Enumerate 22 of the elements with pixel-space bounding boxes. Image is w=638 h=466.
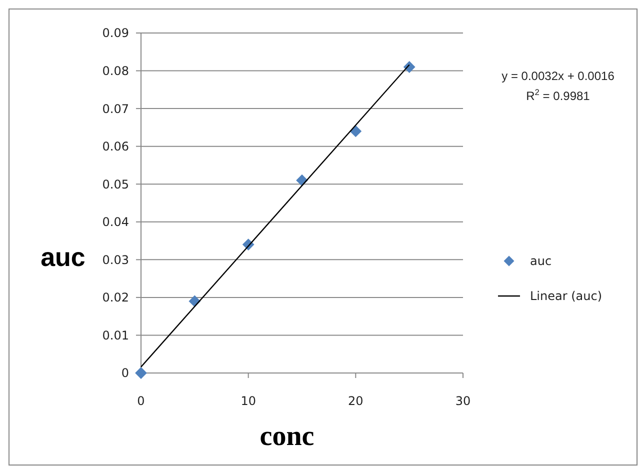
y-tick-label: 0 [121,366,129,380]
x-axis-title: conc [260,421,314,452]
x-tick-label: 20 [348,394,364,408]
y-tick-label: 0.05 [102,177,129,192]
point [403,61,416,73]
y-axis-title: auc [40,242,86,272]
x-tick-label: 0 [137,394,145,408]
y-tick-label: 0.09 [102,26,129,40]
text: y = 0.0032x + 0.0016 [502,69,615,83]
y-tick-label: 0.03 [102,252,129,267]
point [135,367,147,379]
text: R$^{2}$ = 0.9981 [526,87,590,103]
y-tick-label: 0.07 [102,102,129,116]
y-tick-label: 0.02 [102,290,129,305]
y-tick-label: 0.04 [102,215,129,230]
x-tick-label: 30 [455,394,471,408]
legend-label: auc [530,254,552,268]
legend-label: Linear (auc) [530,289,602,304]
y-tick-label: 0.01 [102,328,129,342]
y-tick-label: 0.08 [102,64,129,78]
x-tick-label: 10 [240,394,256,408]
y-tick-label: 0.06 [102,140,129,154]
